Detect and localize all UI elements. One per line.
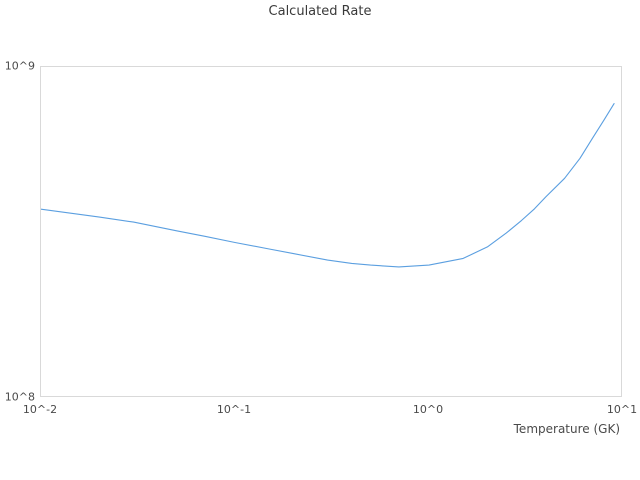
plot-area: [40, 66, 622, 397]
chart-canvas: [41, 103, 615, 268]
x-tick-label: 10^0: [412, 403, 444, 416]
x-tick-label: 10^1: [606, 403, 638, 416]
y-tick-label: 10^9: [4, 59, 35, 73]
y-tick-label: 10^8: [4, 390, 35, 404]
rate-curve-line: [41, 103, 615, 268]
x-axis-title: Temperature (GK): [513, 422, 620, 436]
x-tick-label: 10^-2: [22, 403, 58, 416]
x-tick-label: 10^-1: [216, 403, 252, 416]
chart-title: Calculated Rate: [268, 4, 372, 19]
